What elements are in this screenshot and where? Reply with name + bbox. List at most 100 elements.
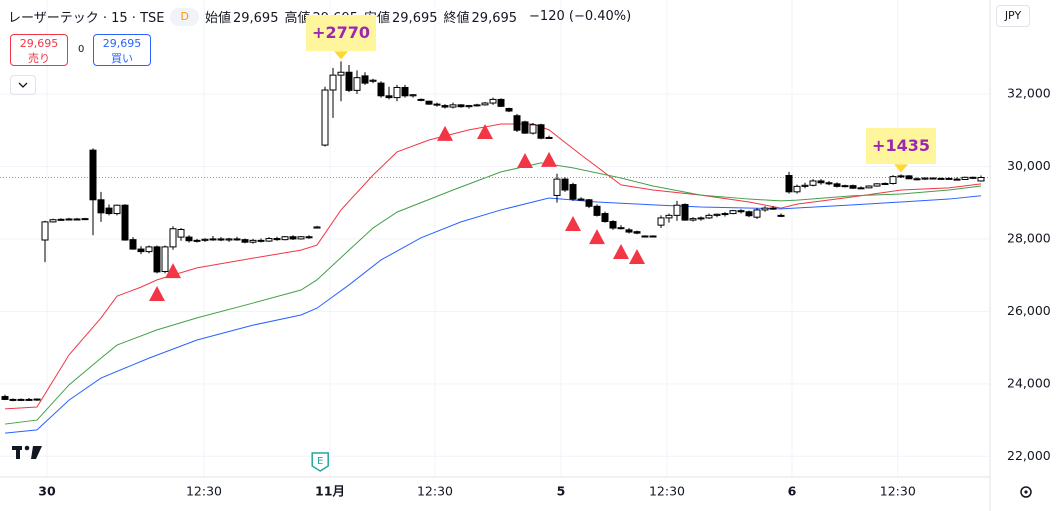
candle-body [473, 104, 481, 107]
candle [393, 84, 401, 102]
candle [401, 84, 409, 98]
candle-body [705, 214, 713, 219]
sell-label: 売り [28, 52, 50, 65]
candle-body [913, 178, 921, 181]
candle-body [241, 239, 249, 243]
candle-body [81, 218, 89, 221]
candle-body [145, 246, 153, 253]
x-tick-label: 12:30 [649, 484, 685, 499]
candle [49, 218, 57, 223]
candle [113, 204, 121, 216]
x-tick-label: 11月 [315, 484, 345, 499]
candle [857, 186, 865, 190]
candle-body [25, 398, 33, 401]
candle-body [577, 198, 585, 201]
candle [705, 213, 713, 219]
candle-body [281, 236, 289, 241]
candle-body [857, 187, 865, 190]
candle [881, 182, 889, 185]
candle [65, 217, 73, 221]
settings-icon[interactable] [1020, 486, 1032, 498]
candle-body [41, 221, 49, 241]
candle-body [817, 180, 825, 184]
candle [817, 179, 825, 185]
candle-body [953, 178, 961, 181]
x-tick-label: 5 [557, 484, 566, 499]
currency-button[interactable]: JPY [996, 5, 1030, 27]
candle [977, 175, 985, 182]
candle-body [289, 236, 297, 240]
moving-average-line [4, 195, 982, 434]
candle [41, 220, 49, 263]
candle [241, 238, 249, 244]
candle [313, 225, 321, 229]
candle-body [401, 86, 409, 97]
candle [97, 191, 105, 222]
candle-body [137, 248, 145, 253]
candle-body [257, 239, 265, 242]
moving-average-line [4, 162, 982, 425]
candle [785, 171, 793, 194]
candle-body [225, 238, 233, 241]
candle-body [49, 219, 57, 223]
candle-body [457, 104, 465, 108]
candle-body [545, 136, 553, 139]
candle [625, 228, 633, 234]
candle-body [1, 396, 9, 400]
candle-body [169, 228, 177, 248]
symbol[interactable]: レーザーテック · 15 · TSE [8, 11, 165, 26]
candle-body [345, 71, 353, 91]
candle-body [465, 105, 473, 108]
candle [1, 394, 9, 401]
candle-body [721, 213, 729, 216]
ohlc-label: 高値 [284, 11, 311, 26]
candle [809, 179, 817, 187]
candle-body [729, 210, 737, 215]
candle [585, 199, 593, 209]
candle-body [553, 178, 561, 196]
candle [913, 177, 921, 181]
ohlc-value: 29,695 [392, 11, 438, 26]
candle-body [497, 98, 505, 107]
candle [321, 86, 329, 147]
candle [521, 120, 529, 134]
signal-marker [613, 243, 629, 259]
candle [57, 218, 65, 221]
signal-marker [541, 151, 557, 167]
candle-body [897, 175, 905, 178]
candle [425, 100, 433, 105]
candle [769, 206, 777, 210]
candle-body [185, 236, 193, 242]
candle-body [233, 238, 241, 241]
sell-button[interactable]: 29,695 売り [10, 34, 68, 66]
candle [25, 397, 33, 401]
candle-body [33, 398, 41, 401]
candle [953, 177, 961, 181]
candle [81, 217, 89, 221]
candle [737, 209, 745, 214]
candle [873, 183, 881, 187]
candle [673, 200, 681, 221]
candle-body [921, 177, 929, 180]
candle [529, 122, 537, 135]
collapse-button[interactable] [10, 75, 36, 95]
candle [473, 103, 481, 107]
candle [449, 102, 457, 109]
candle-body [153, 246, 161, 273]
ohlc-label: 始値 [204, 11, 231, 26]
buy-button[interactable]: 29,695 買い [93, 34, 151, 66]
candle-body [865, 185, 873, 189]
candle [929, 177, 937, 180]
candle [185, 235, 193, 243]
candle-body [513, 115, 521, 131]
candle-body [409, 94, 417, 97]
candle [33, 398, 41, 401]
candle [577, 197, 585, 201]
candle-body [57, 218, 65, 221]
candle-body [753, 209, 761, 218]
candle-body [673, 204, 681, 216]
candle [257, 238, 265, 243]
candle-body [569, 184, 577, 200]
candle [553, 173, 561, 203]
